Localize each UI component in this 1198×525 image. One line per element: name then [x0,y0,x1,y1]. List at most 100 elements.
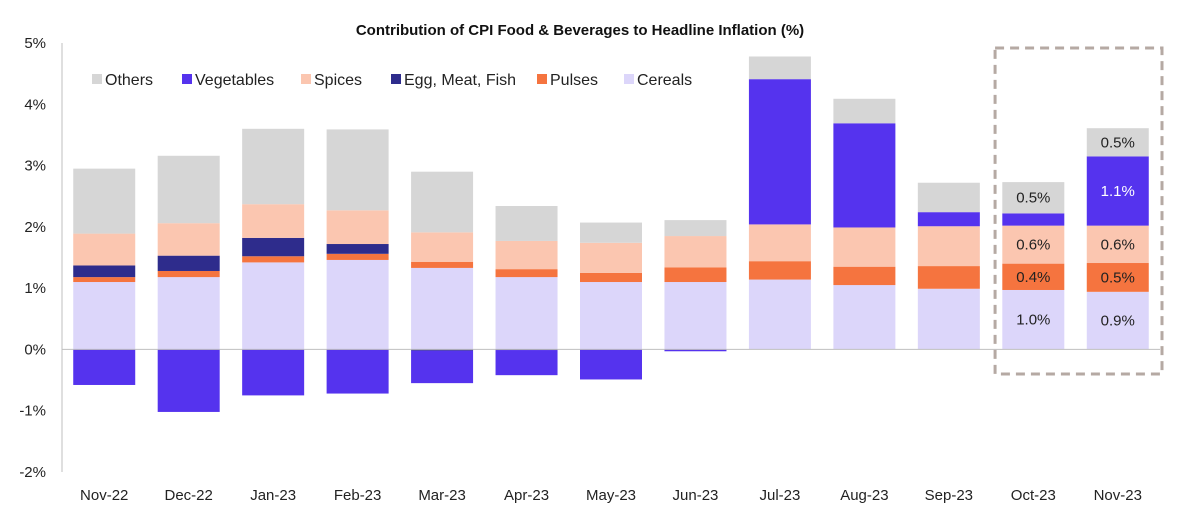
bar-segment [411,350,474,384]
legend-swatch [391,74,401,84]
data-label: 0.5% [1101,134,1135,151]
x-tick-label: Nov-22 [80,487,128,504]
bar-segment [495,277,558,350]
bar-segment [495,350,558,376]
bar-segment [73,168,136,234]
bar-segment [1086,225,1149,264]
bar-segment [242,349,305,396]
bar-segment [326,129,389,211]
bar-segment [580,222,642,243]
bar-segment [917,288,980,350]
bar-segment [157,155,220,224]
bar-segment [1086,263,1149,292]
legend-label: Egg, Meat, Fish [404,72,516,89]
bar-segment [664,236,727,268]
bar-segment [157,270,220,278]
x-tick-label: Dec-22 [165,487,213,504]
bar-segment [157,223,220,256]
bar-segment [73,282,136,350]
bar-segment [157,255,220,271]
x-tick-label: Jul-23 [759,487,800,504]
chart-title: Contribution of CPI Food & Beverages to … [356,22,804,39]
bar-segment [1086,291,1149,350]
x-tick-label: Feb-23 [334,487,382,504]
bar-segment [833,285,896,350]
bar-segment [748,261,811,280]
bar-segment [833,123,896,228]
bar-segment [748,279,811,350]
y-tick-label: 3% [24,158,46,175]
bar-segment [917,266,980,289]
bar-segment [73,349,136,385]
y-tick-label: -2% [19,464,46,481]
data-label: 0.6% [1101,236,1135,253]
bar-segment [73,233,136,266]
bar-segment [411,171,474,233]
bar-segment [917,182,980,213]
legend-swatch [537,74,547,84]
bar-segment [411,232,474,262]
bar-segment [411,261,474,268]
x-tick-label: Sep-23 [925,487,973,504]
bar-segment [1002,225,1065,264]
bar-segment [495,269,558,278]
legend-swatch [182,74,192,84]
data-label: 0.5% [1101,269,1135,286]
bar-segment [242,237,305,257]
data-label: 1.1% [1101,183,1135,200]
bar-segment [326,244,389,254]
x-tick-label: Apr-23 [504,487,549,504]
x-tick-label: Aug-23 [840,487,888,504]
bar-segment [73,277,136,283]
bar-segment [664,220,727,237]
bar-segment [495,240,558,270]
legend-swatch [92,74,102,84]
bar-segment [580,272,642,283]
y-tick-label: 1% [24,280,46,297]
bar-segment [748,56,811,80]
legend-label: Cereals [637,72,692,89]
x-tick-label: Jan-23 [250,487,296,504]
x-tick-label: Nov-23 [1094,487,1142,504]
bar-segment [580,242,642,273]
bar-segment [242,204,305,238]
bar-segment [664,267,727,283]
x-tick-label: Jun-23 [673,487,719,504]
bar-segment [580,282,642,350]
bar-segment [326,210,389,245]
bar-segment [580,349,642,380]
data-label: 1.0% [1016,312,1050,329]
bar-segment [326,253,389,260]
bar-segment [242,128,305,205]
bar-segment [157,277,220,350]
data-label: 0.5% [1016,190,1050,207]
bar-segment [326,349,389,394]
bar-segment [833,266,896,286]
data-label: 0.6% [1016,237,1050,254]
y-tick-label: 4% [24,96,46,113]
x-tick-label: Oct-23 [1011,487,1056,504]
bar-segment [664,349,727,352]
bar-segment [242,256,305,263]
legend-label: Spices [314,72,362,89]
bar-segment [1086,156,1149,226]
bar-segment [326,259,389,350]
bar-segment [1086,128,1149,157]
bar-segment [664,282,727,350]
legend-swatch [301,74,311,84]
bar-segment [748,79,811,225]
bar-segment [411,349,474,351]
bar-segment [1002,213,1065,226]
bar-segment [1002,263,1065,290]
y-tick-label: 5% [24,35,46,52]
bar-segment [73,265,136,278]
bar-segment [495,206,558,241]
highlight-box [993,46,1164,376]
bar-segment [1002,182,1065,214]
x-tick-label: Mar-23 [418,487,466,504]
bar-segment [242,262,305,350]
bar-segment [1002,289,1065,350]
y-tick-label: 2% [24,219,46,236]
bar-segment [411,267,474,350]
